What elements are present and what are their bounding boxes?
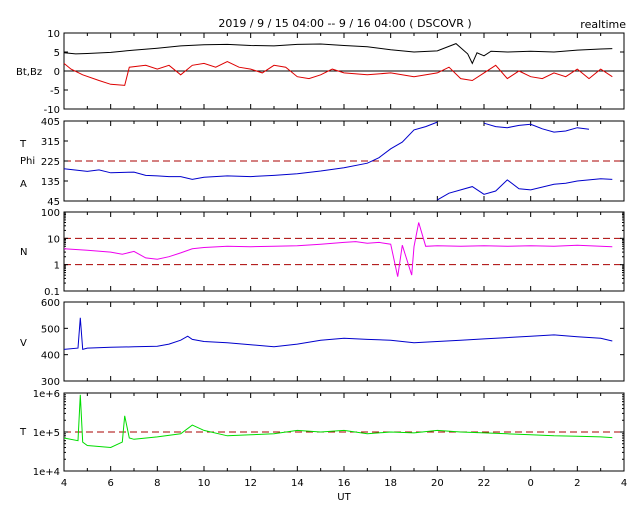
series-line-phi — [63, 121, 438, 180]
x-tick-label: 22 — [478, 478, 491, 489]
series-line-bt — [63, 43, 613, 65]
series-line-tp — [63, 394, 613, 449]
y-tick-label: 315 — [41, 137, 60, 148]
x-tick-label: 8 — [154, 478, 160, 489]
y-tick-label: 10 — [47, 29, 60, 40]
panel-speed: 600 500 400 300 V — [20, 298, 625, 388]
x-tick-label: 0 — [527, 478, 533, 489]
panel-temperature: 1e+6 1e+5 1e+4 T — [19, 389, 625, 478]
y-tick-label: -5 — [50, 86, 60, 97]
y-tick-label: 10 — [47, 234, 60, 245]
y-tick-label: 225 — [41, 157, 60, 168]
panel-density: 100 10 1 0.1 N — [20, 208, 625, 298]
x-tick-label: 4 — [621, 478, 627, 489]
x-tick-label: 10 — [198, 478, 211, 489]
series-line-v — [63, 317, 613, 351]
panel-label: V — [20, 338, 27, 349]
x-tick-label: 4 — [61, 478, 67, 489]
y-tick-label: 0 — [54, 67, 60, 78]
x-axis-title: UT — [337, 492, 351, 503]
y-tick-label: 600 — [41, 298, 60, 309]
panel-label: T — [19, 427, 27, 438]
y-tick-label: 135 — [41, 177, 60, 188]
y-tick-label: 0.1 — [44, 287, 60, 298]
y-tick-label: 100 — [41, 208, 60, 219]
panel-label: Phi — [20, 156, 35, 167]
y-tick-label: -10 — [44, 105, 60, 116]
y-tick-label: 300 — [41, 377, 60, 388]
y-tick-label: 400 — [41, 351, 60, 362]
panels-layer: 1050-5-10Bt,Bz40531522513545TPhiA1001010… — [16, 29, 627, 489]
y-tick-label: 500 — [41, 324, 60, 335]
x-tick-label: 6 — [107, 478, 113, 489]
series-line-phi-wrapped — [437, 178, 613, 201]
x-tick-label: 14 — [291, 478, 304, 489]
panel-label: T — [19, 139, 27, 150]
x-tick-label: 12 — [244, 478, 257, 489]
x-tick-label: 18 — [384, 478, 397, 489]
y-tick-label: 5 — [54, 48, 60, 59]
panel-label: N — [20, 247, 27, 258]
chart-title: 2019 / 9 / 15 04:00 -- 9 / 16 04:00 ( DS… — [218, 17, 471, 30]
x-tick-label: 16 — [338, 478, 351, 489]
panel-label: A — [20, 179, 27, 190]
y-tick-label: 1e+4 — [33, 467, 60, 478]
y-tick-label: 405 — [41, 117, 60, 128]
y-tick-label: 1e+6 — [33, 389, 60, 400]
realtime-label: realtime — [580, 18, 626, 31]
panel-mag: 10 5 0 -5 -10 Bt,Bz — [16, 29, 625, 116]
y-tick-label: 1 — [54, 261, 60, 272]
x-tick-label: 2 — [574, 478, 580, 489]
panel-frame — [63, 211, 625, 292]
y-tick-label: 45 — [47, 197, 60, 208]
panel-frame — [63, 301, 625, 382]
series-line-n — [63, 222, 613, 277]
series-line-bz — [63, 60, 613, 86]
y-tick-label: 1e+5 — [33, 428, 60, 439]
panel-temp-phi: 405 315 225 135 45 T Phi A — [19, 117, 625, 208]
x-tick-label: 20 — [431, 478, 444, 489]
panel-label: Bt,Bz — [16, 67, 42, 78]
series-line-phi-upper — [483, 122, 590, 133]
